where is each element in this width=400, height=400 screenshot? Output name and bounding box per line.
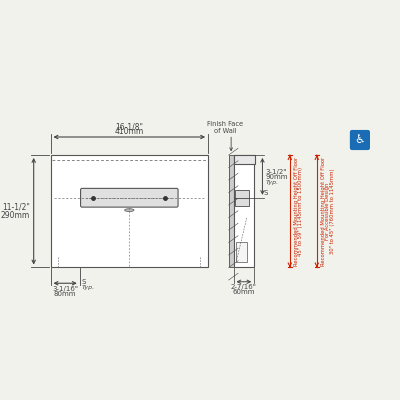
Bar [236, 242, 247, 262]
Text: 11-1/2": 11-1/2" [2, 202, 30, 211]
Text: 60mm: 60mm [233, 289, 255, 295]
Text: 90mm: 90mm [266, 174, 288, 180]
Text: Recommended Mounting Height Off Floor: Recommended Mounting Height Off Floor [294, 157, 298, 266]
Text: Typ.: Typ. [82, 286, 95, 290]
Text: 3-1/16": 3-1/16" [52, 286, 78, 292]
Text: 3-1/2": 3-1/2" [266, 169, 287, 175]
Ellipse shape [124, 209, 134, 212]
Text: S: S [264, 190, 268, 196]
Text: 2-7/16": 2-7/16" [231, 284, 257, 290]
Bar [229, 155, 234, 268]
Text: 16-1/8": 16-1/8" [115, 123, 143, 132]
Text: S: S [82, 279, 86, 285]
Text: 80mm: 80mm [54, 291, 76, 297]
Text: 45" to 59" (1145mm to 1500mm): 45" to 59" (1145mm to 1500mm) [298, 167, 303, 256]
Text: Typ.: Typ. [266, 180, 278, 184]
Text: 30" to 45" (760mm to 1145mm): 30" to 45" (760mm to 1145mm) [330, 168, 334, 254]
Bar [50, 155, 208, 268]
Text: ♿: ♿ [355, 134, 365, 146]
Text: Finish Face
of Wall: Finish Face of Wall [207, 121, 243, 134]
Text: 290mm: 290mm [1, 211, 30, 220]
Text: Recommended Mounting Height Off Floor: Recommended Mounting Height Off Floor [320, 157, 326, 266]
FancyBboxPatch shape [80, 188, 178, 207]
Bar [234, 190, 249, 206]
Bar [234, 155, 255, 164]
Bar [234, 155, 254, 268]
Text: For Accessible Design: For Accessible Design [325, 182, 330, 240]
Text: 410mm: 410mm [115, 127, 144, 136]
FancyBboxPatch shape [350, 131, 369, 149]
